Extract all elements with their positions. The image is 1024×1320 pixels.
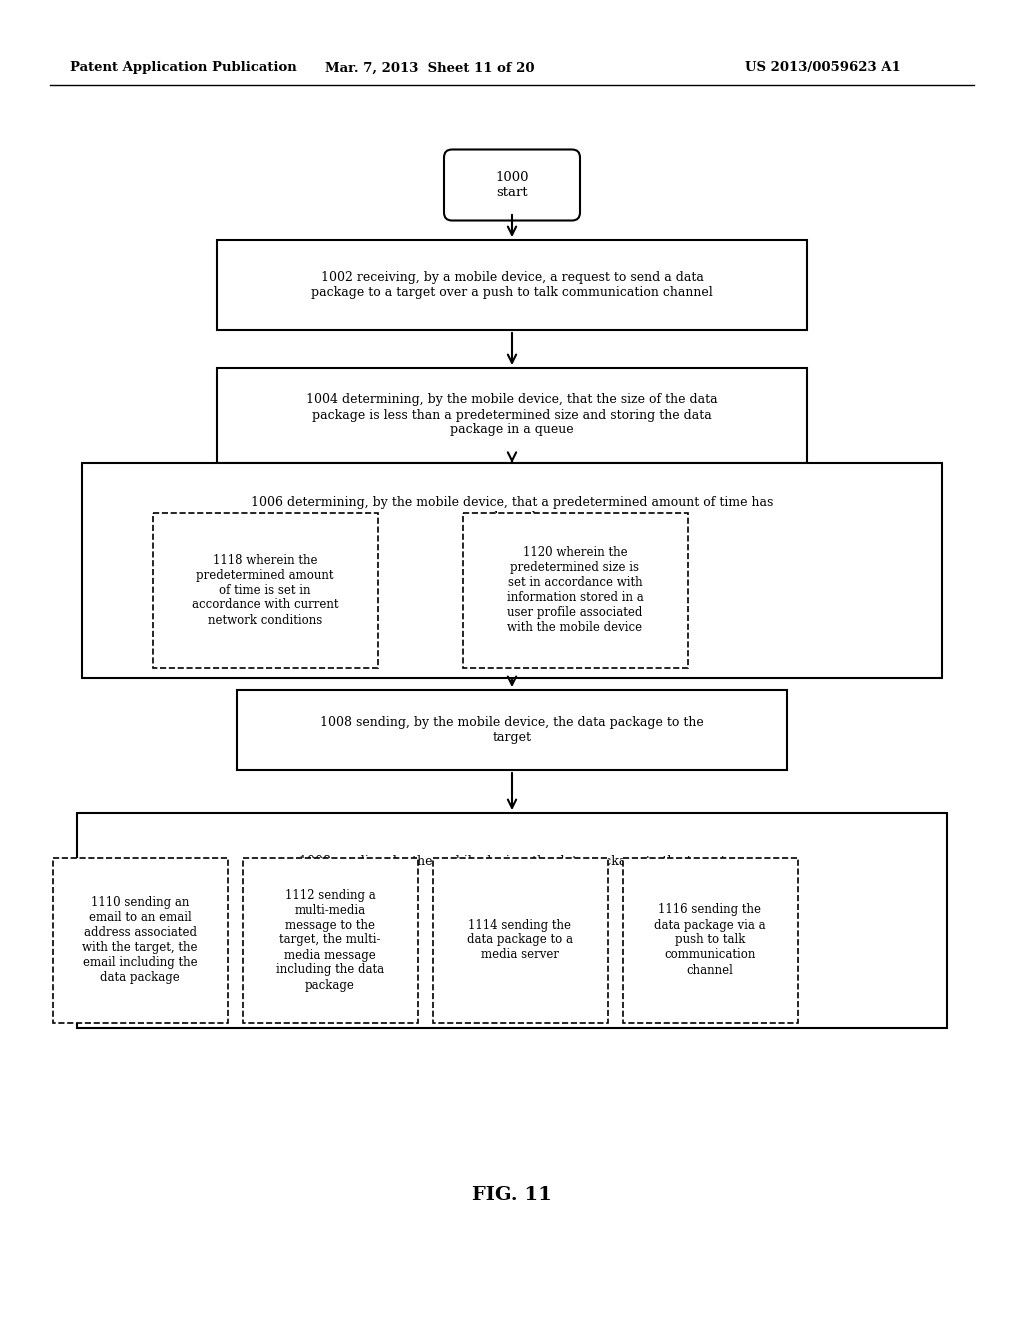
- Text: FIG. 11: FIG. 11: [472, 1185, 552, 1204]
- Text: 1002 receiving, by a mobile device, a request to send a data
package to a target: 1002 receiving, by a mobile device, a re…: [311, 271, 713, 300]
- Bar: [153, 512, 378, 668]
- Bar: [217, 367, 807, 462]
- FancyBboxPatch shape: [444, 149, 580, 220]
- Bar: [623, 858, 798, 1023]
- Bar: [52, 858, 227, 1023]
- Text: 1008 sending, by the mobile device, the data package to the target: 1008 sending, by the mobile device, the …: [299, 855, 725, 869]
- Text: 1000
start: 1000 start: [496, 172, 528, 199]
- Text: 1008 sending, by the mobile device, the data package to the
target: 1008 sending, by the mobile device, the …: [321, 715, 703, 744]
- Text: Patent Application Publication: Patent Application Publication: [70, 62, 297, 74]
- Bar: [82, 462, 942, 677]
- Text: US 2013/0059623 A1: US 2013/0059623 A1: [745, 62, 901, 74]
- Bar: [243, 858, 418, 1023]
- Text: 1006 determining, by the mobile device, that a predetermined amount of time has
: 1006 determining, by the mobile device, …: [251, 496, 773, 524]
- Bar: [237, 690, 787, 770]
- Text: 1112 sending a
multi-media
message to the
target, the multi-
media message
inclu: 1112 sending a multi-media message to th…: [275, 888, 384, 991]
- Bar: [432, 858, 607, 1023]
- Text: 1004 determining, by the mobile device, that the size of the data
package is les: 1004 determining, by the mobile device, …: [306, 393, 718, 437]
- Bar: [77, 813, 947, 1027]
- Text: 1118 wherein the
predetermined amount
of time is set in
accordance with current
: 1118 wherein the predetermined amount of…: [191, 553, 338, 627]
- Bar: [217, 240, 807, 330]
- Text: 1116 sending the
data package via a
push to talk
communication
channel: 1116 sending the data package via a push…: [654, 903, 766, 977]
- Text: 1114 sending the
data package to a
media server: 1114 sending the data package to a media…: [467, 919, 573, 961]
- Text: 1110 sending an
email to an email
address associated
with the target, the
email : 1110 sending an email to an email addres…: [82, 896, 198, 983]
- Text: 1120 wherein the
predetermined size is
set in accordance with
information stored: 1120 wherein the predetermined size is s…: [507, 546, 643, 634]
- Bar: [463, 512, 687, 668]
- Text: Mar. 7, 2013  Sheet 11 of 20: Mar. 7, 2013 Sheet 11 of 20: [326, 62, 535, 74]
